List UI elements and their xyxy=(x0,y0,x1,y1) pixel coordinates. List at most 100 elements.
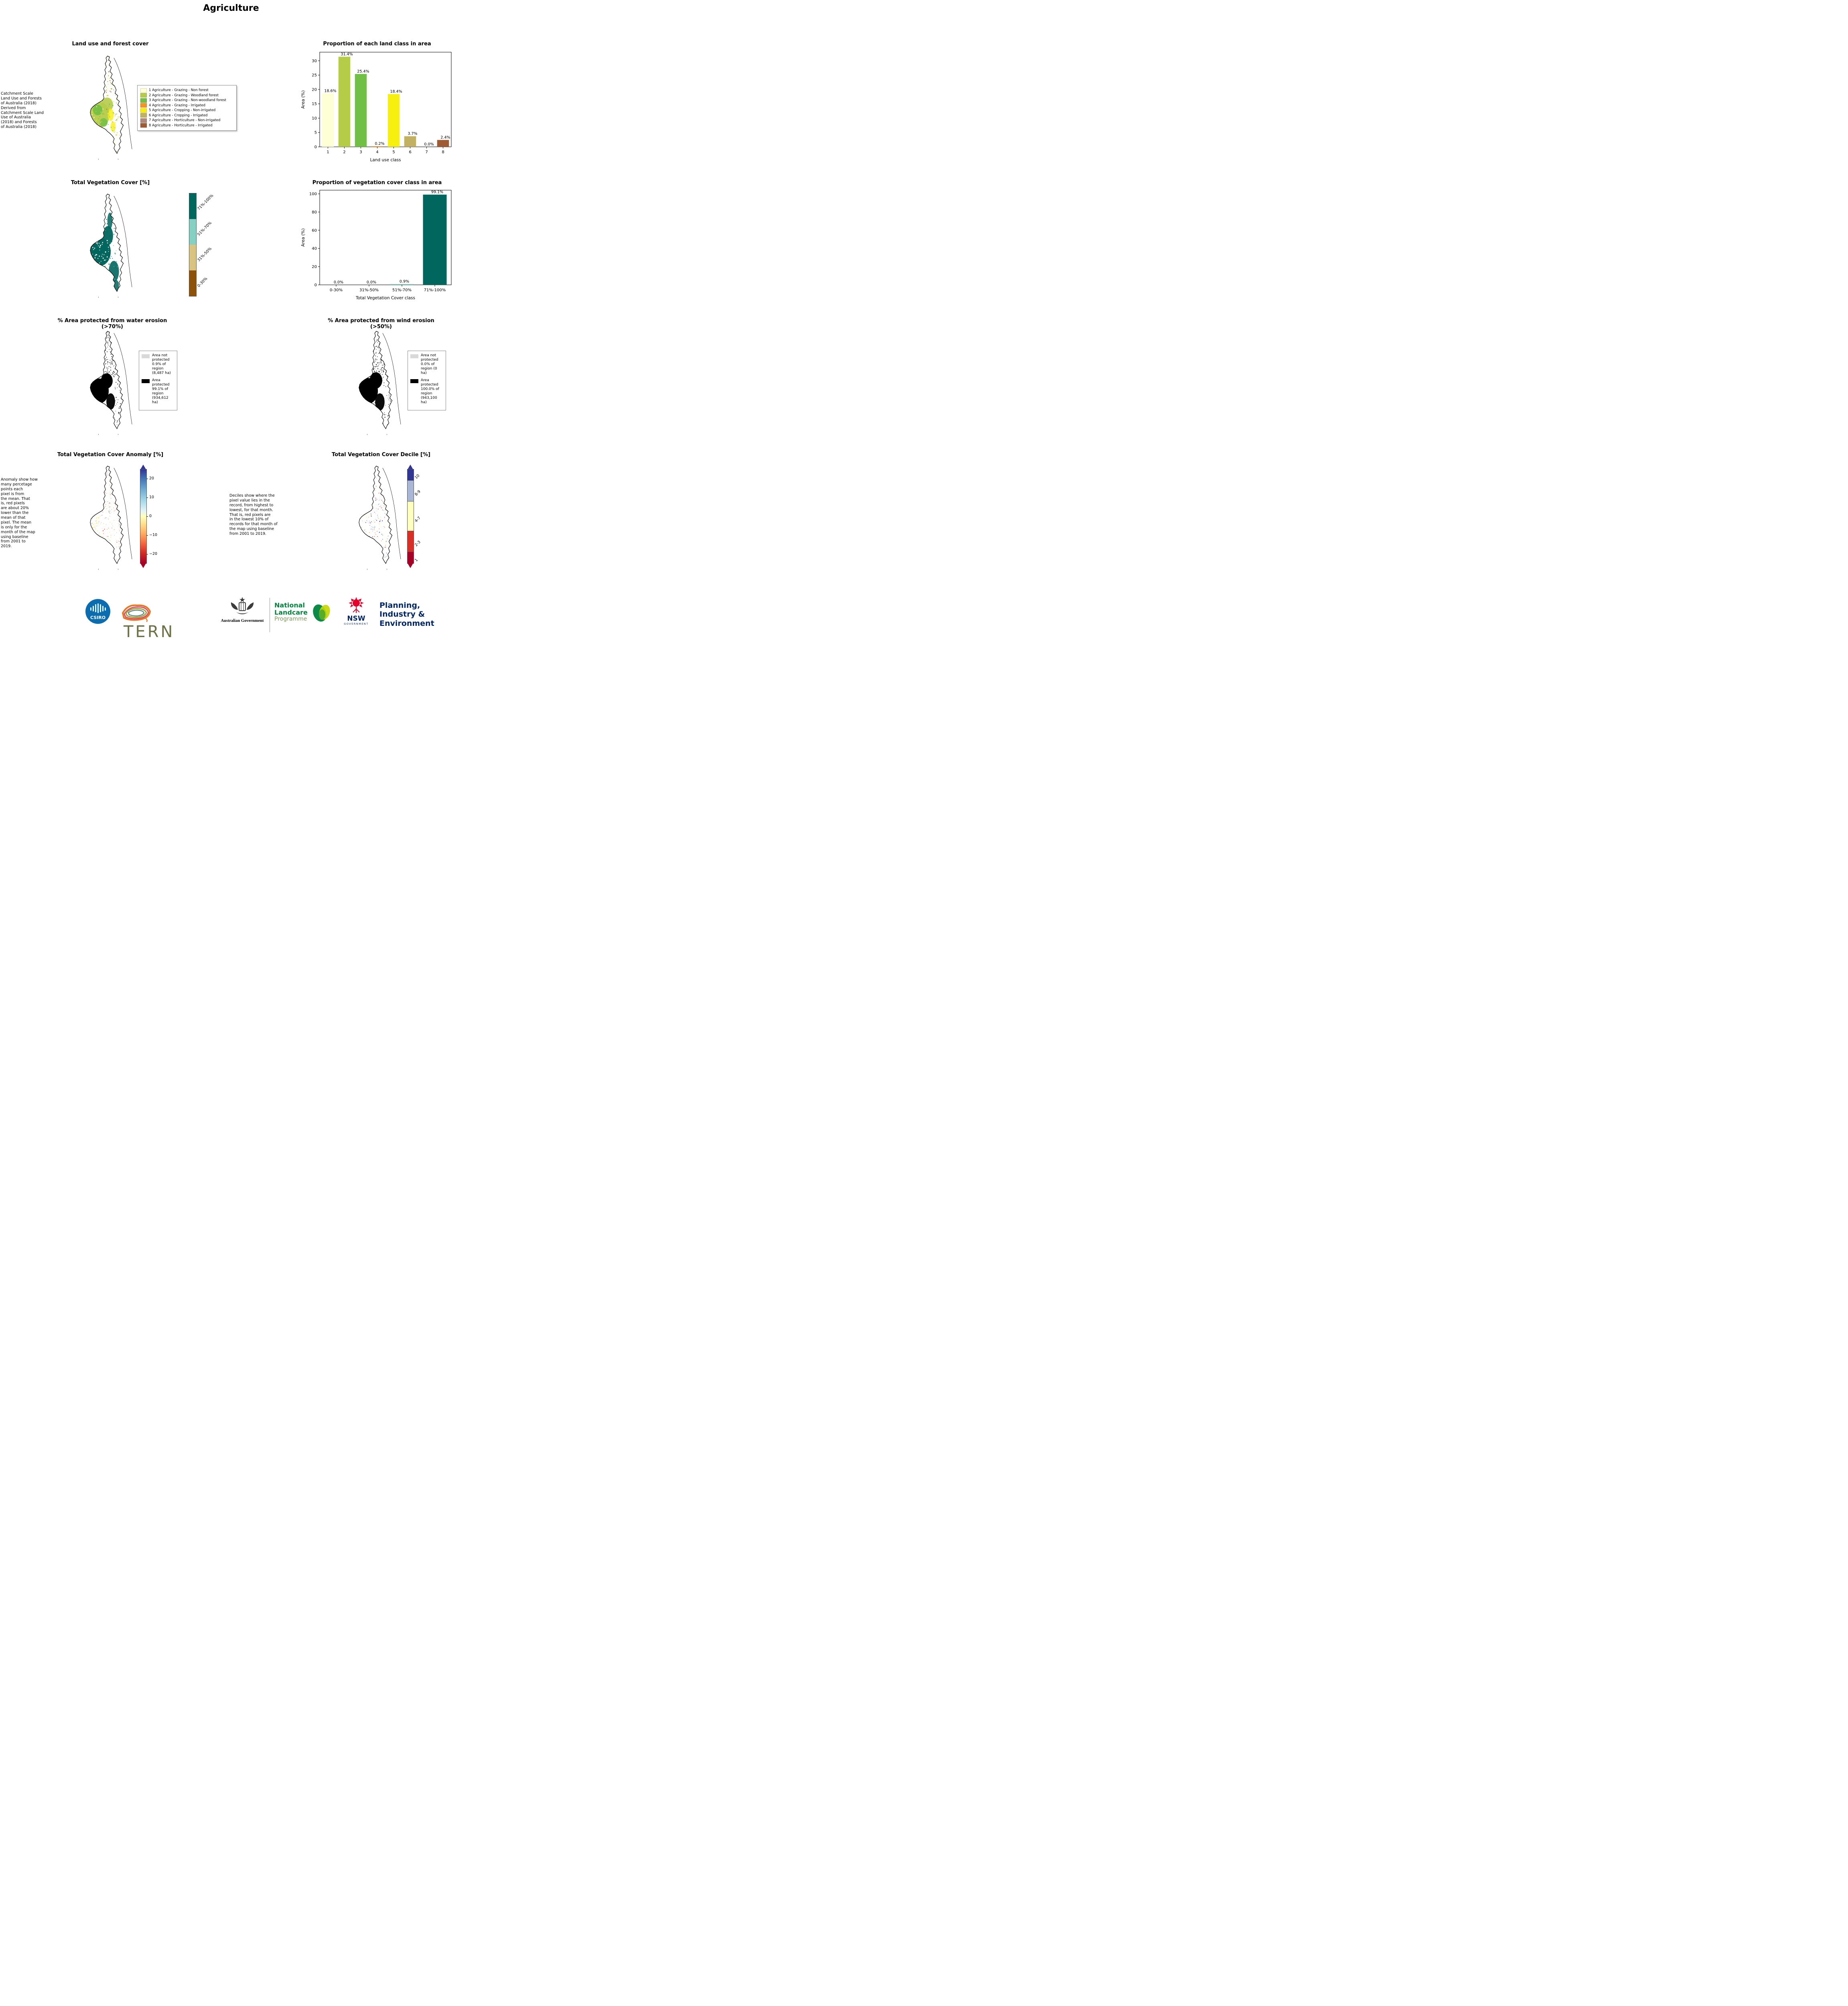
svg-text:Area (%): Area (%) xyxy=(301,90,306,109)
svg-text:30: 30 xyxy=(312,59,317,63)
land-use-caption: Catchment Scale Land Use and Forests of … xyxy=(1,91,44,130)
legend-item: 6 Agriculture - Cropping - Irrigated xyxy=(140,113,233,118)
erosion-legend-label: Area protected 99.1% of region (934,612 … xyxy=(152,378,170,404)
svg-text:100: 100 xyxy=(309,192,317,197)
legend-swatch xyxy=(140,118,147,123)
legend-swatch xyxy=(140,123,147,128)
planning-line-2: Industry & xyxy=(379,610,425,619)
legend-label: 7 Agriculture - Horticulture - Non-irrig… xyxy=(149,118,221,122)
svg-text:18.4%: 18.4% xyxy=(390,89,402,94)
erosion-legend-entry: Area not protected 0.0% of region (0 ha) xyxy=(410,353,443,376)
erosion-legend-swatch xyxy=(410,379,418,383)
decile-panel-title: Total Vegetation Cover Decile [%] xyxy=(332,452,430,458)
csiro-logo: CSIRO xyxy=(85,599,111,624)
nsw-government-text: GOVERNMENT xyxy=(344,622,369,625)
erosion-legend-label: Area not protected 0.9% of region (8,487… xyxy=(152,353,171,375)
veg-cover-panel-title: Total Vegetation Cover [%] xyxy=(71,180,150,186)
svg-text:2.4%: 2.4% xyxy=(440,135,450,140)
colorbar-tick xyxy=(146,535,148,536)
legend-label: 4 Agriculture - Grazing - Irrigated xyxy=(149,103,205,108)
decile-caption: Deciles show where the pixel value lies … xyxy=(229,493,278,536)
anomaly-caption: Anomaly show how many percetage points e… xyxy=(1,477,38,549)
svg-text:1: 1 xyxy=(327,150,329,154)
svg-text:Area (%): Area (%) xyxy=(301,228,306,247)
svg-text:0.0%: 0.0% xyxy=(424,142,434,147)
svg-text:0: 0 xyxy=(314,283,317,288)
legend-label: 6 Agriculture - Cropping - Irrigated xyxy=(149,113,208,118)
colorbar-segment xyxy=(189,245,196,270)
legend-swatch xyxy=(140,113,147,118)
svg-text:80: 80 xyxy=(312,210,317,215)
land-class-bar-chart: 0 5 10 15 20 25 30 18.6% 1 31.4% 2 25.4% 3 0.2% 4 18.4%… xyxy=(299,47,455,165)
colorbar-segment xyxy=(407,480,414,502)
colorbar-segment xyxy=(189,219,196,245)
colorbar-segment xyxy=(189,193,196,219)
colorbar-segment xyxy=(189,270,196,296)
svg-text:0.0%: 0.0% xyxy=(367,280,376,285)
legend-swatch xyxy=(140,103,147,108)
erosion-legend-label: Area protected 100.0% of region (943,100… xyxy=(421,378,439,404)
svg-text:10: 10 xyxy=(312,116,317,121)
erosion-legend-swatch xyxy=(410,354,418,358)
colorbar-segment xyxy=(407,551,414,564)
svg-text:6: 6 xyxy=(409,150,411,154)
legend-item: 2 Agriculture - Grazing - Woodland fores… xyxy=(140,93,233,97)
colorbar-tick xyxy=(146,516,148,517)
colorbar-tick-label: 10 xyxy=(149,495,154,500)
colorbar-label: 2-3 xyxy=(414,540,422,548)
veg-cover-map xyxy=(87,193,134,298)
tern-logo: TERN xyxy=(120,601,209,641)
erosion-legend-swatch xyxy=(142,354,150,358)
svg-text:0.2%: 0.2% xyxy=(375,142,384,146)
legend-item: 1 Agriculture - Grazing - Non forest xyxy=(140,88,233,93)
planning-line-1: Planning, xyxy=(379,601,420,610)
legend-swatch xyxy=(140,93,147,97)
land-class-chart-title: Proportion of each land class in area xyxy=(323,41,431,47)
colorbar-label: 31%-50% xyxy=(197,246,213,263)
legend-item: 8 Agriculture - Horticulture - Irrigated xyxy=(140,123,233,128)
landcare-line-3: Programme xyxy=(274,616,307,623)
erosion-legend-entry: Area protected 100.0% of region (943,100… xyxy=(410,378,443,405)
wind-erosion-panel-title: % Area protected from wind erosion (>50%… xyxy=(328,318,434,330)
colorbar-gradient xyxy=(140,469,147,564)
colorbar-segment xyxy=(407,501,414,532)
colorbar-tick-label: −10 xyxy=(149,532,158,537)
svg-text:31%-50%: 31%-50% xyxy=(359,288,379,292)
colorbar-tick-label: 20 xyxy=(149,476,154,481)
svg-text:8: 8 xyxy=(442,150,444,154)
svg-text:20: 20 xyxy=(312,87,317,92)
svg-text:0.9%: 0.9% xyxy=(400,279,409,284)
colorbar-label: 71%-100% xyxy=(197,193,215,211)
svg-text:3: 3 xyxy=(359,150,362,154)
landcare-logo: National Landcare Programme xyxy=(274,602,339,624)
wind-erosion-map xyxy=(355,330,403,435)
colorbar-label: 4-7 xyxy=(414,516,422,523)
wind-erosion-legend: Area not protected 0.0% of region (0 ha)… xyxy=(408,351,446,410)
legend-item: 5 Agriculture - Cropping - Non-irrigated xyxy=(140,108,233,113)
tern-australia-icon xyxy=(122,604,151,622)
nsw-waratah-icon xyxy=(349,597,364,613)
colorbar-label: 8-9 xyxy=(414,489,422,497)
svg-text:0: 0 xyxy=(314,145,317,150)
decile-map xyxy=(355,465,403,570)
legend-label: 8 Agriculture - Horticulture - Irrigated xyxy=(149,123,213,128)
legend-item: 4 Agriculture - Grazing - Irrigated xyxy=(140,103,233,108)
colorbar-top-arrow xyxy=(408,465,413,469)
legend-label: 5 Agriculture - Cropping - Non-irrigated xyxy=(149,108,216,112)
anomaly-panel-title: Total Vegetation Cover Anomaly [%] xyxy=(57,452,164,458)
planning-line-3: Environment xyxy=(379,619,434,628)
colorbar-tick-label: −20 xyxy=(149,551,158,556)
svg-text:3.7%: 3.7% xyxy=(408,132,417,136)
legend-swatch xyxy=(140,88,147,93)
svg-text:7: 7 xyxy=(425,150,428,154)
land-use-legend: 1 Agriculture - Grazing - Non forest 2 Ag… xyxy=(137,85,237,131)
svg-text:25: 25 xyxy=(312,73,317,78)
report-page: Agriculture Land use and forest cover Pr… xyxy=(0,0,462,642)
erosion-legend-swatch xyxy=(142,379,150,383)
tern-logo-text: TERN xyxy=(124,623,175,641)
planning-industry-environment-logo: Planning, Industry & Environment xyxy=(379,601,460,628)
legend-label: 3 Agriculture - Grazing - Non-woodland f… xyxy=(149,98,227,102)
decile-colorbar: 10 8-9 4-7 2-3 1 xyxy=(407,465,422,570)
colorbar-label: 51%-70% xyxy=(197,221,213,237)
svg-text:31.4%: 31.4% xyxy=(341,52,353,57)
